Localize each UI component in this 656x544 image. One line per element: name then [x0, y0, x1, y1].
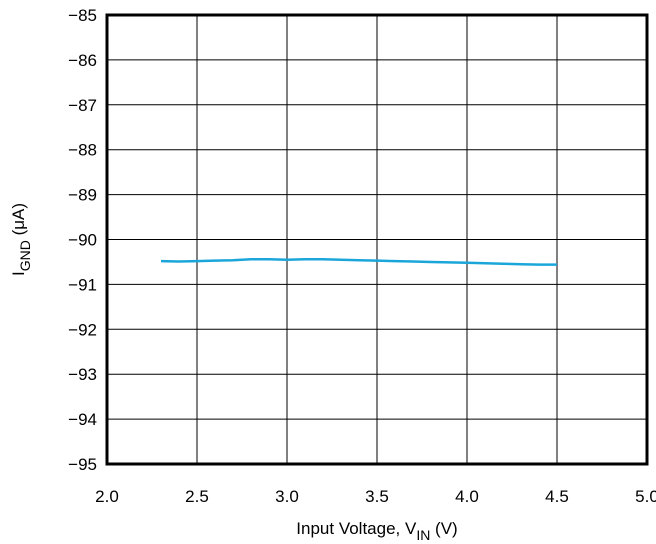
y-tick-label: −90 [68, 231, 97, 250]
y-tick-label: −89 [68, 186, 97, 205]
y-tick-label: −91 [68, 275, 97, 294]
y-tick-label: −86 [68, 51, 97, 70]
tick-labels: 2.0 2.5 3.0 3.5 4.0 4.5 5.0 −85 −86 −87 −88 −89 −90 −… [68, 6, 656, 506]
y-tick-label: −94 [68, 410, 97, 429]
y-tick-label: −95 [68, 455, 97, 474]
grid [107, 15, 647, 464]
y-tick-label: −88 [68, 141, 97, 160]
x-tick-label: 4.5 [545, 487, 569, 506]
x-tick-label: 2.0 [95, 487, 119, 506]
x-tick-label: 3.0 [275, 487, 299, 506]
x-tick-label: 5.0 [635, 487, 656, 506]
y-axis-title: IGND (μA) [9, 203, 33, 276]
x-axis-title: Input Voltage, VIN (V) [296, 519, 457, 543]
x-tick-label: 2.5 [185, 487, 209, 506]
y-tick-label: −92 [68, 320, 97, 339]
plot-frame [105, 13, 649, 466]
y-tick-label: −87 [68, 96, 97, 115]
series-group [160, 258, 557, 266]
y-tick-label: −93 [68, 365, 97, 384]
series-line [160, 258, 557, 266]
x-tick-label: 3.5 [365, 487, 389, 506]
x-tick-label: 4.0 [455, 487, 479, 506]
y-tick-label: −85 [68, 6, 97, 25]
